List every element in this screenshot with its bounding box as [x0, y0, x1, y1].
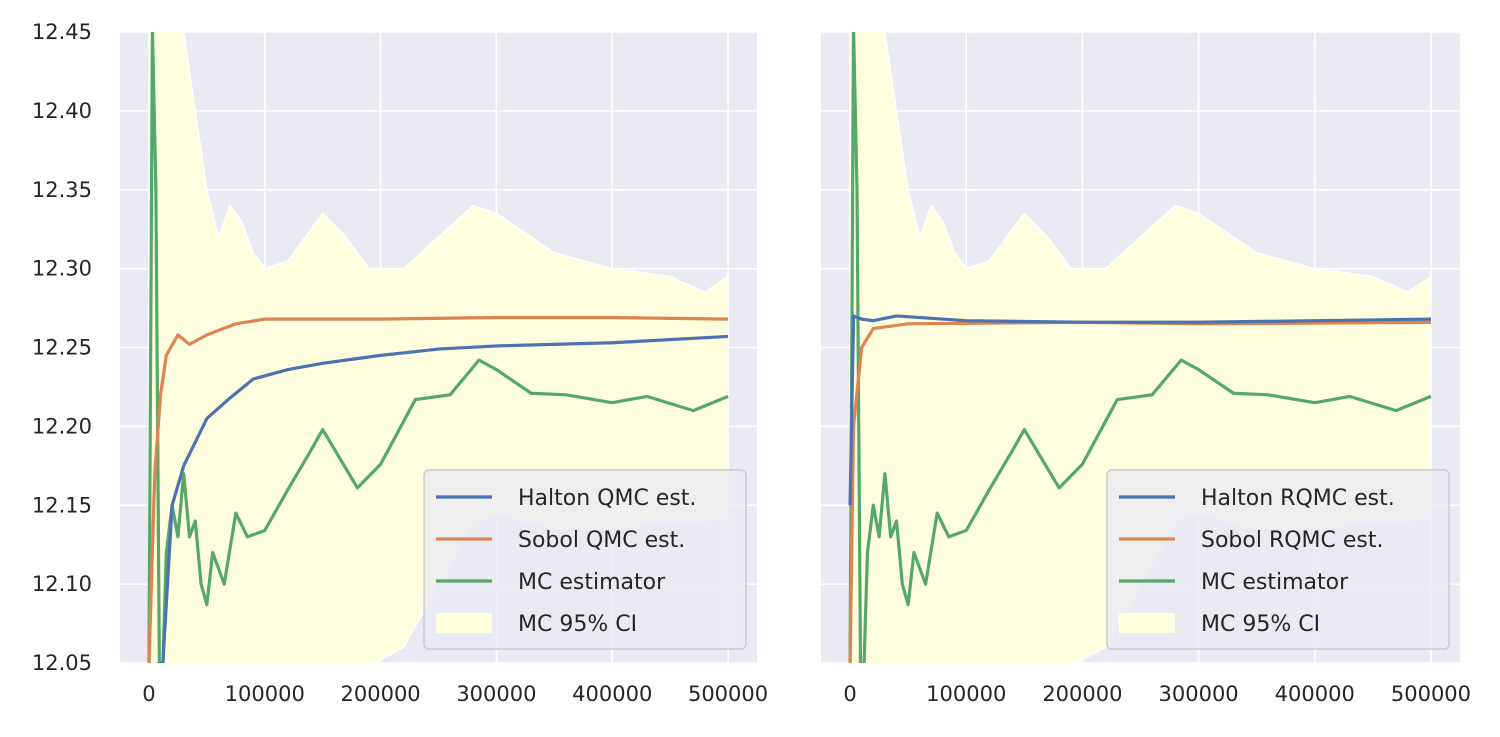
- y-tick-label: 12.40: [32, 99, 92, 123]
- legend-label: Sobol RQMC est.: [1201, 528, 1384, 553]
- x-tick-label: 300000: [1159, 682, 1239, 706]
- legend-box: [423, 469, 747, 650]
- x-tick-label: 400000: [572, 682, 652, 706]
- x-tick-label: 500000: [688, 682, 768, 706]
- series-line-3: [147, 32, 729, 663]
- y-tick-label: 12.25: [32, 336, 92, 360]
- y-tick-label: 12.20: [32, 414, 92, 438]
- x-tick-label: 0: [843, 682, 856, 706]
- x-tick-label: 300000: [456, 682, 536, 706]
- legend-label: MC estimator: [1201, 570, 1349, 595]
- x-tick-label: 0: [142, 682, 155, 706]
- series-line-3: [848, 32, 1432, 663]
- legend: Halton QMC est. Sobol QMC est. MC estimato…: [423, 469, 747, 650]
- y-tick-label: 12.30: [32, 257, 92, 281]
- legend-label: MC estimator: [518, 570, 666, 595]
- x-tick-label: 100000: [926, 682, 1006, 706]
- legend-swatch: [1119, 613, 1175, 633]
- x-tick-label: 200000: [341, 682, 421, 706]
- legend: Halton RQMC est. Sobol RQMC est. MC estima…: [1106, 469, 1450, 650]
- y-tick-label: 12.10: [32, 572, 92, 596]
- legend-label: Sobol QMC est.: [518, 528, 685, 553]
- subplot-1: 0 100000 200000 300000 400000 500000 12.05 12.1…: [32, 20, 768, 706]
- legend-swatch: [436, 613, 492, 633]
- y-tick-label: 12.15: [32, 493, 92, 517]
- legend-label: MC 95% CI: [1201, 612, 1320, 637]
- series-line-1: [155, 334, 729, 663]
- y-tick-label: 12.05: [32, 651, 92, 675]
- legend-label: Halton QMC est.: [518, 486, 696, 511]
- legend-box: [1106, 469, 1450, 650]
- x-tick-label: 200000: [1042, 682, 1122, 706]
- series-line-1: [848, 314, 1431, 506]
- series-line-2: [147, 315, 729, 663]
- y-tick-label: 12.35: [32, 178, 92, 202]
- legend-label: MC 95% CI: [518, 612, 637, 637]
- y-tick-label: 12.45: [32, 20, 92, 44]
- legend-label: Halton RQMC est.: [1201, 486, 1395, 511]
- x-tick-label: 500000: [1391, 682, 1471, 706]
- x-tick-label: 100000: [225, 682, 305, 706]
- subplot-2: 0 100000 200000 300000 400000 500000 Halton RQ…: [821, 31, 1471, 706]
- x-tick-label: 400000: [1275, 682, 1355, 706]
